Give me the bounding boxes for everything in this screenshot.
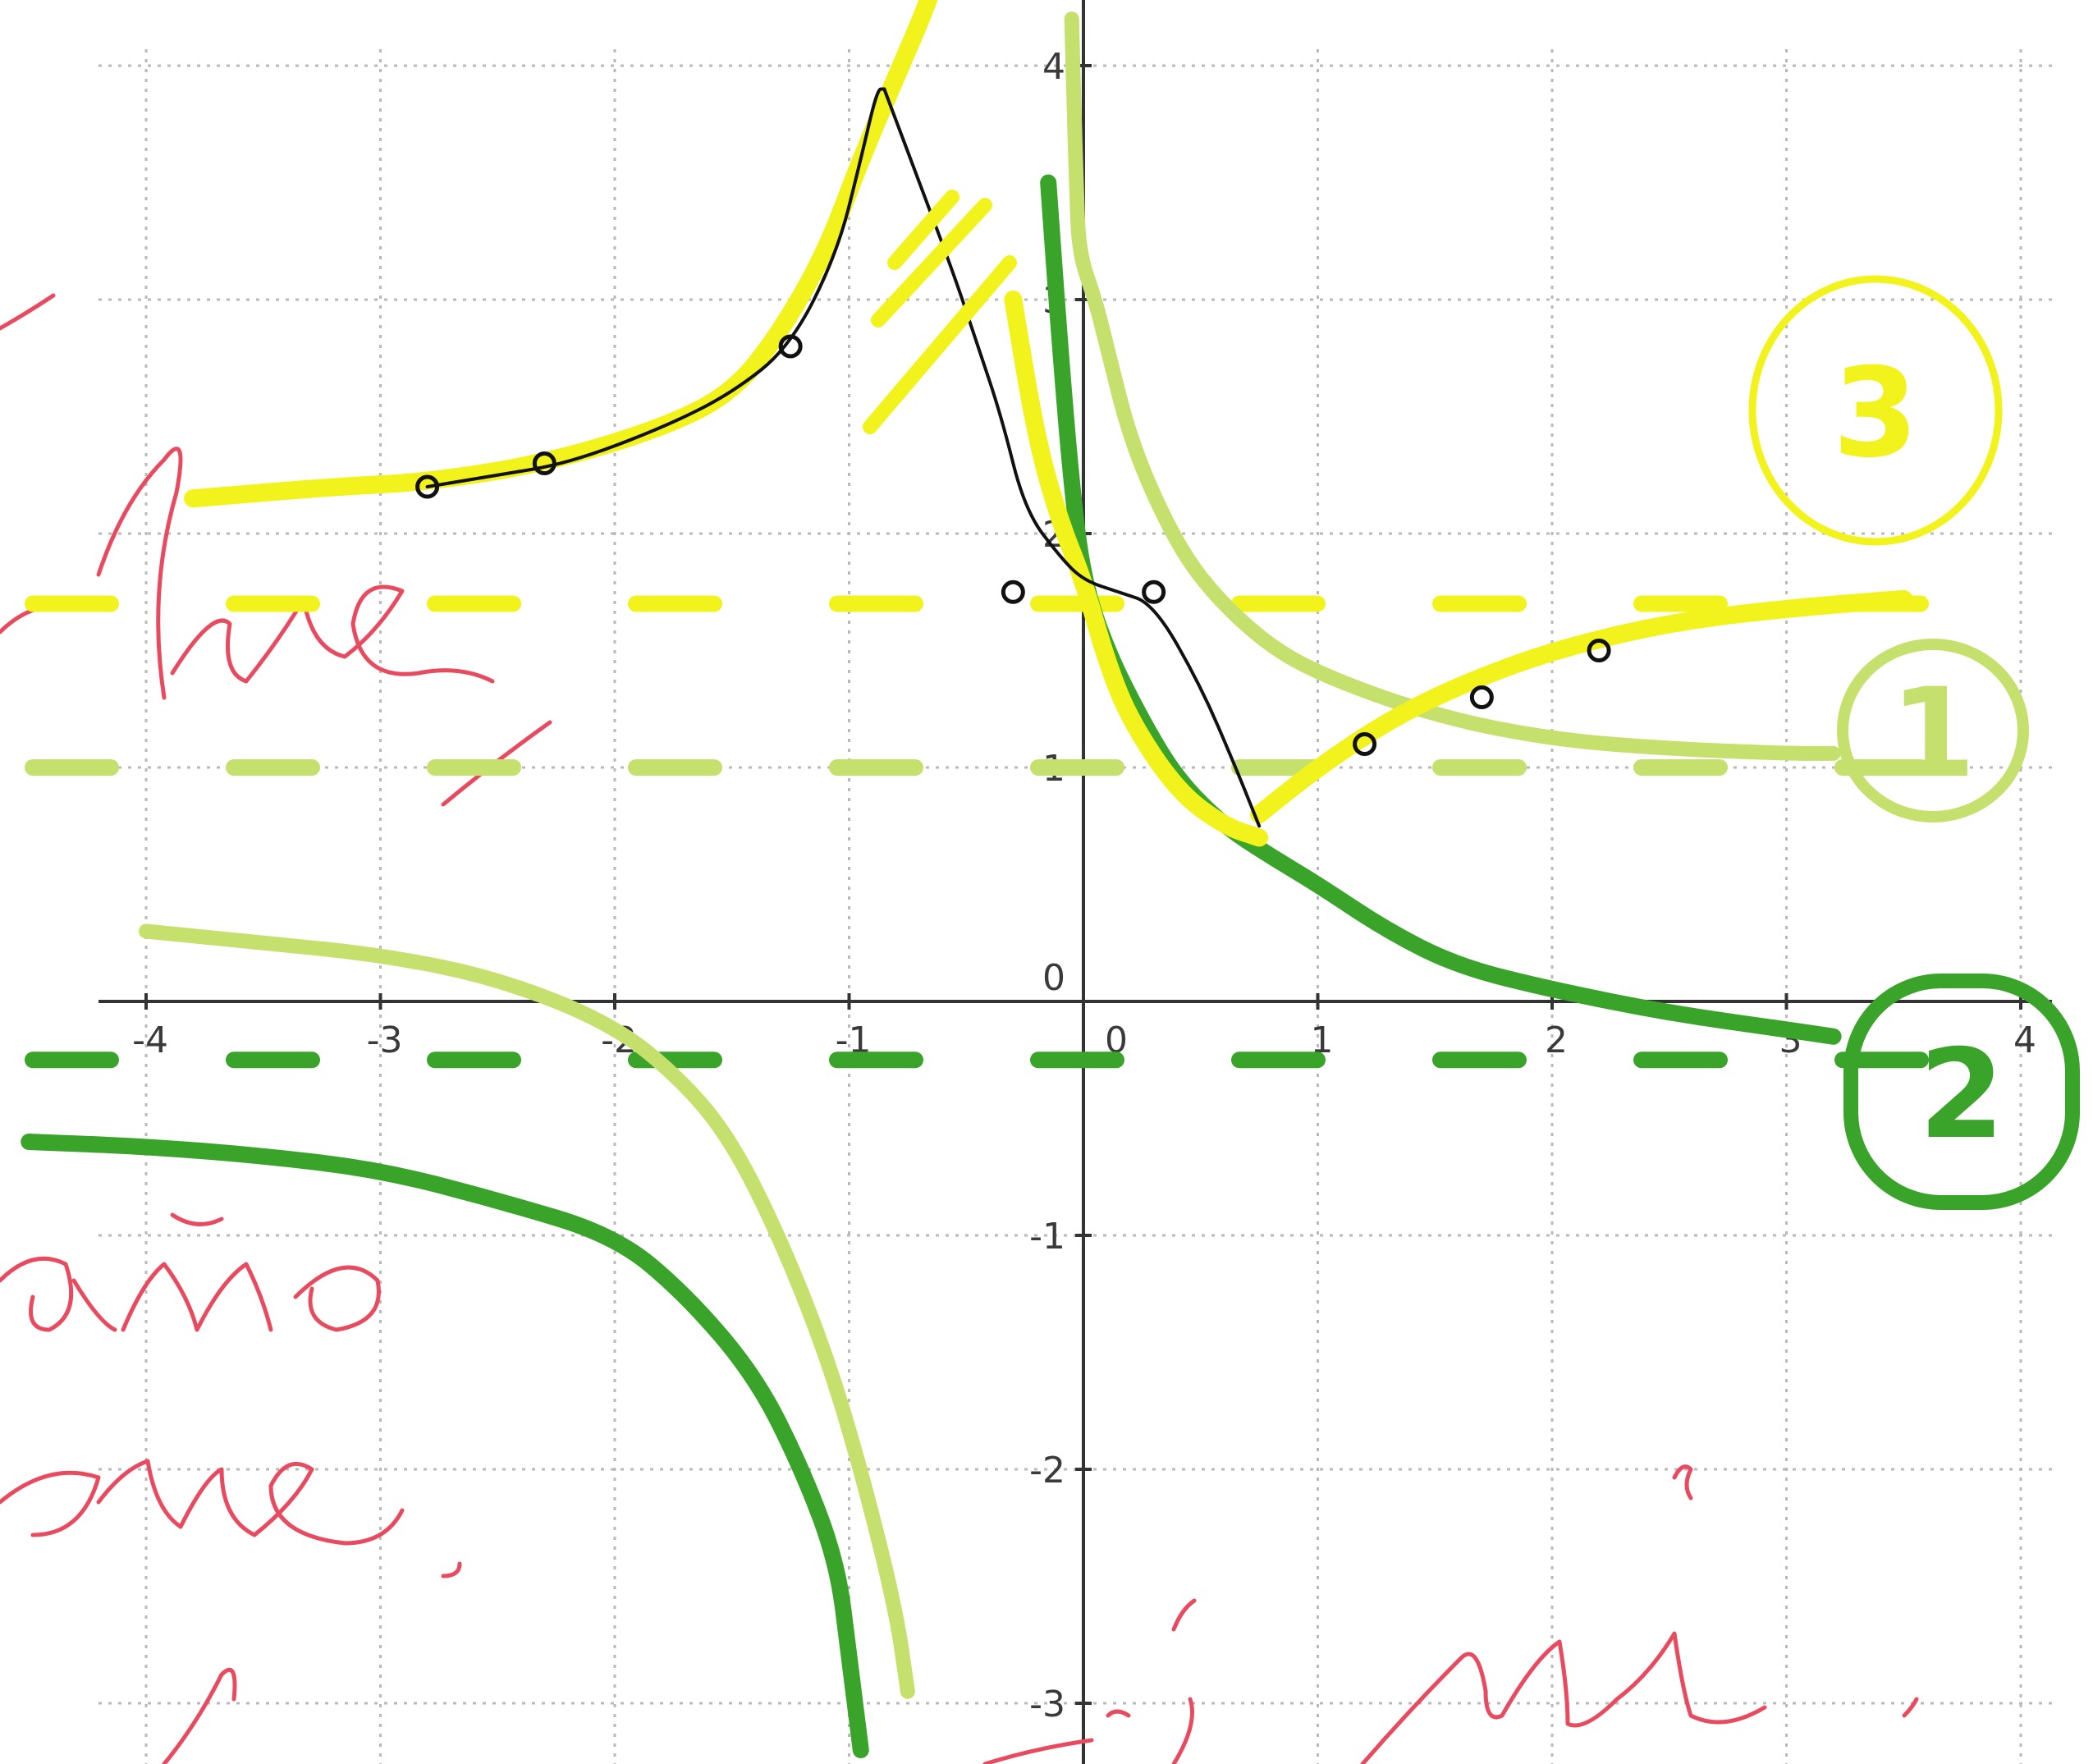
x-tick-label: 2 [1545,1019,1568,1061]
data-point [1142,580,1166,604]
curve-series-0-branch-1 [139,923,915,1699]
curve-series-3-branch-0 [425,87,886,488]
curve-series-1-branch-1 [21,1134,869,1758]
yellow-hatch-stroke [871,198,992,328]
y-tick-label: 4 [1042,46,1065,88]
x-tick-label: -3 [367,1019,403,1061]
x-tick-label: -4 [132,1019,168,1061]
data-point [1587,639,1611,662]
y-tick-label: -2 [1029,1450,1065,1491]
yellow-hatch-stroke [887,190,959,270]
red-handwriting [0,293,1919,1764]
curves [21,0,1913,1758]
data-point [1353,732,1377,756]
curve-series-2-branch-2 [1250,589,1913,823]
data-point [1001,580,1025,604]
curve-series-2-branch-1 [1004,291,1269,847]
curve-label-2: 2 [1843,974,2080,1210]
y-tick-label: 0 [1042,957,1065,999]
curve-series-0-branch-0 [1064,11,1841,761]
curve-label-3-text: 3 [1833,342,1918,485]
data-point [415,474,440,499]
curve-label-3-ring [1748,275,2003,546]
grid [98,49,2052,1764]
curve-label-3: 3 [1748,275,2003,546]
x-tick-label: 4 [2013,1019,2036,1061]
curve-series-2-branch-0 [184,0,938,508]
curve-label-2-text: 2 [1919,1024,2004,1166]
curve-label-1: 1 [1837,639,2029,822]
curve-series-3-branch-1 [882,87,1262,828]
yellow-hatch-stroke [863,255,1017,434]
data-point [1469,685,1494,709]
y-tick-label: -3 [1029,1684,1065,1725]
curve-label-1-ring [1837,639,2029,822]
curve-label-2-ring [1843,974,2080,1210]
axes [98,0,2052,1764]
curve-label-1-text: 1 [1890,662,1976,805]
data-point [532,451,556,475]
data-point [778,334,803,359]
asymptotes [25,595,1937,1069]
y-tick-label: -1 [1029,1216,1065,1258]
plotted-points [415,334,1611,756]
